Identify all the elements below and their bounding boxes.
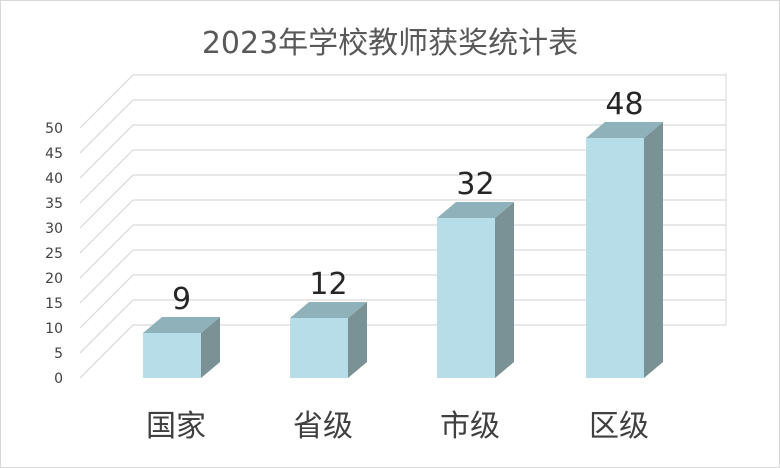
y-tick-label: 20 (45, 271, 63, 287)
y-tick-label: 40 (45, 171, 63, 187)
gridline-diagonal (79, 149, 134, 204)
gridline-diagonal (79, 299, 134, 354)
gridline-diagonal (79, 199, 134, 254)
y-tick-labels: 0 5 10 15 20 25 30 35 40 45 50 (45, 121, 63, 387)
category-labels: 国家 省级 市级 区级 (146, 409, 649, 444)
bar-front (290, 318, 348, 378)
bar (437, 202, 514, 378)
y-tick-label: 5 (54, 346, 63, 362)
gridline-diagonal (79, 174, 134, 229)
data-label: 32 (456, 167, 494, 202)
bar-top (437, 202, 514, 218)
chart-title: 2023年学校教师获奖统计表 (201, 26, 579, 61)
bar-side (495, 202, 514, 378)
y-tick-label: 30 (45, 221, 63, 237)
bar-top (143, 317, 220, 333)
bar (143, 317, 220, 378)
data-label: 48 (605, 87, 643, 122)
y-tick-label: 10 (45, 321, 63, 337)
gridline-diagonal (79, 124, 134, 179)
category-label: 省级 (293, 409, 353, 444)
bar-top (290, 302, 367, 318)
data-labels: 9 12 32 48 (172, 87, 644, 317)
y-tick-label: 15 (45, 296, 63, 312)
bar-side (201, 317, 220, 378)
category-label: 国家 (146, 409, 206, 444)
bar-side (348, 302, 367, 378)
bars (143, 122, 663, 378)
gridline-diagonal (79, 324, 134, 379)
bar-front (586, 138, 644, 378)
gridline-diagonal (79, 74, 134, 129)
bar (586, 122, 663, 378)
category-label: 区级 (589, 409, 649, 444)
bar (290, 302, 367, 378)
gridline-diagonal (79, 274, 134, 329)
y-tick-label: 50 (45, 121, 63, 137)
y-tick-label: 0 (54, 371, 63, 387)
gridline-diagonal (79, 249, 134, 304)
gridline-diagonal (79, 99, 134, 154)
bar-front (437, 218, 495, 378)
category-label: 市级 (440, 409, 500, 444)
y-tick-label: 45 (45, 146, 63, 162)
data-label: 12 (309, 267, 347, 302)
bar-top (586, 122, 663, 138)
bar-front (143, 333, 201, 378)
bar-side (644, 122, 663, 378)
gridline-diagonal (79, 224, 134, 279)
data-label: 9 (172, 282, 191, 317)
y-tick-label: 35 (45, 196, 63, 212)
y-tick-label: 25 (45, 246, 63, 262)
